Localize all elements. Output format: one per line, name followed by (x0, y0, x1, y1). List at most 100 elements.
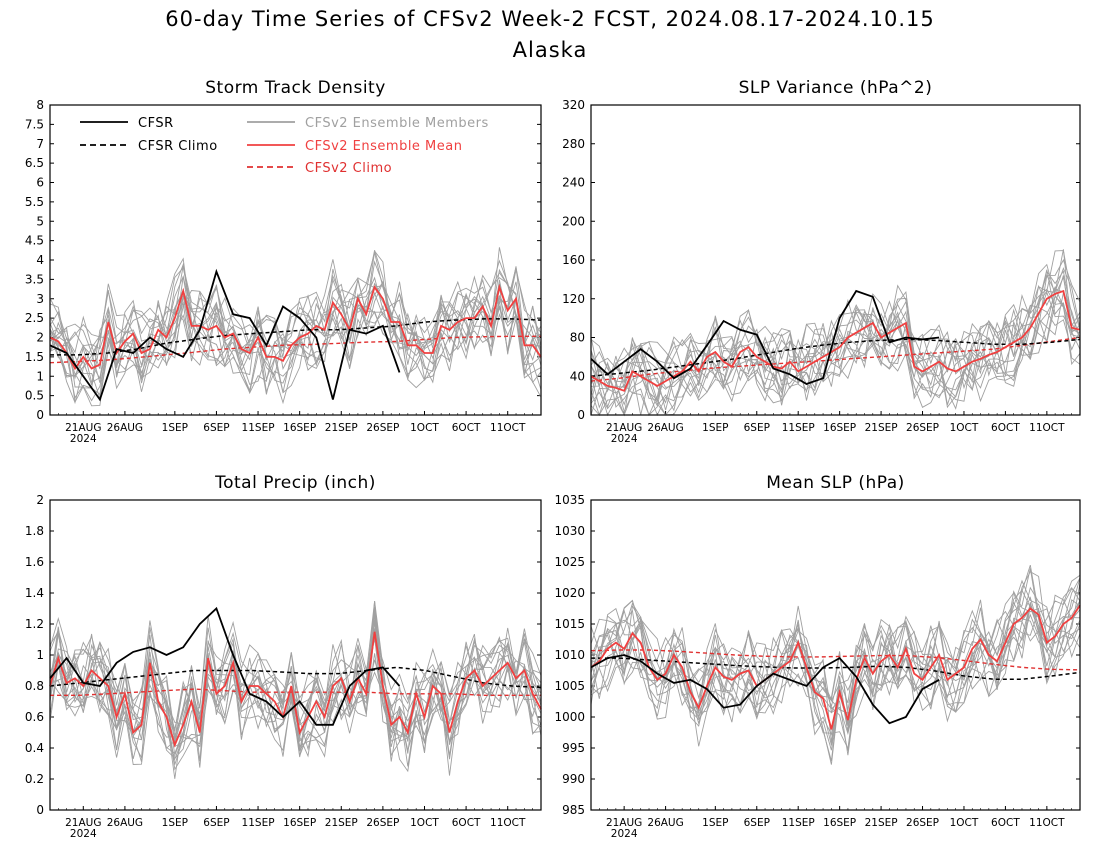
x-year-label: 2024 (70, 433, 97, 445)
y-tick-label: 1.8 (25, 524, 44, 538)
x-tick-label: 1SEP (702, 817, 728, 829)
x-tick-label: 6OCT (452, 817, 481, 829)
x-tick-label: 21SEP (325, 422, 358, 434)
chart-panel-4: Mean SLP (hPa) 985 990 995 1000 1005 1010 1015 1… (554, 473, 1081, 840)
x-tick-label: 16SEP (283, 817, 316, 829)
x-tick-label: 26SEP (906, 817, 939, 829)
y-tick-label: 990 (562, 772, 585, 786)
ensemble-member-line (49, 627, 542, 752)
y-tick-label: 0.4 (25, 741, 44, 755)
ensemble-member-line (49, 622, 542, 767)
y-tick-label: 7 (36, 137, 44, 151)
x-tick-label: 11OCT (1029, 422, 1065, 434)
ensemble-member-line (49, 268, 542, 396)
x-tick-label: 11OCT (1029, 817, 1065, 829)
y-tick-label: 80 (570, 331, 585, 345)
y-tick-label: 0.8 (25, 679, 44, 693)
ensemble-member-line (49, 636, 542, 743)
x-tick-label: 6SEP (203, 817, 229, 829)
cfsr-line (590, 654, 940, 725)
x-tick-label: 21SEP (325, 817, 358, 829)
ensemble-member-line (590, 590, 1081, 714)
y-tick-label: 40 (570, 369, 585, 383)
y-tick-label: 0 (36, 803, 44, 817)
y-tick-label: 1 (36, 369, 44, 383)
x-tick-label: 26AUG (647, 817, 683, 829)
x-tick-label: 21SEP (865, 817, 898, 829)
y-tick-label: 2.5 (25, 311, 44, 325)
y-tick-label: 8 (36, 98, 44, 112)
y-tick-label: 0 (36, 408, 44, 422)
cfsr-climo-line (591, 657, 1081, 680)
cfsr-line (590, 289, 940, 385)
ensemble-member-line (590, 270, 1081, 417)
x-tick-label: 6SEP (203, 422, 229, 434)
x-tick-label: 16SEP (823, 422, 856, 434)
x-tick-label: 16SEP (823, 817, 856, 829)
y-tick-label: 1.2 (25, 617, 44, 631)
y-tick-label: 1010 (554, 648, 585, 662)
ensemble-member-line (590, 263, 1081, 417)
ensemble-member-line (49, 250, 542, 390)
y-tick-label: 6.5 (25, 156, 44, 170)
x-tick-label: 6OCT (991, 817, 1020, 829)
ensemble-member-line (49, 277, 542, 383)
x-tick-label: 21SEP (865, 422, 898, 434)
chart-title: Total Precip (inch) (214, 473, 376, 493)
x-tick-label: 11SEP (782, 817, 815, 829)
region-subtitle: Alaska (512, 38, 588, 62)
y-tick-label: 320 (562, 98, 585, 112)
y-tick-label: 0.5 (25, 389, 44, 403)
plot-frame (49, 104, 542, 416)
ensemble-mean-line (49, 631, 542, 748)
y-tick-label: 1000 (554, 710, 585, 724)
x-tick-label: 26SEP (366, 422, 399, 434)
ensemble-member-line (49, 619, 542, 779)
x-tick-label: 1OCT (950, 422, 979, 434)
y-tick-label: 985 (562, 803, 585, 817)
x-tick-label: 26SEP (906, 422, 939, 434)
y-tick-label: 0.6 (25, 710, 44, 724)
x-tick-label: 11SEP (242, 422, 275, 434)
x-tick-label: 11SEP (242, 817, 275, 829)
cfsr-line (49, 606, 401, 726)
y-tick-label: 280 (562, 137, 585, 151)
ensemble-member-line (49, 271, 542, 398)
ensemble-member-line (590, 250, 1081, 409)
y-tick-label: 1015 (554, 617, 585, 631)
cfsr-line (49, 268, 401, 402)
plot-frame (590, 499, 1081, 811)
x-tick-label: 6OCT (991, 422, 1020, 434)
chart-title: Storm Track Density (205, 78, 386, 98)
y-tick-label: 1.4 (25, 586, 44, 600)
x-tick-label: 26SEP (366, 817, 399, 829)
y-tick-label: 1.5 (25, 350, 44, 364)
ensemble-member-line (49, 266, 542, 393)
chart-title: Mean SLP (hPa) (766, 473, 905, 493)
y-tick-label: 7.5 (25, 117, 44, 131)
x-tick-label: 21AUG (65, 422, 101, 434)
y-tick-label: 1035 (554, 493, 585, 507)
cfsr-climo-line (50, 318, 542, 356)
x-year-label: 2024 (611, 828, 638, 840)
x-tick-label: 21AUG (65, 817, 101, 829)
y-tick-label: 0.2 (25, 772, 44, 786)
y-tick-label: 1.6 (25, 555, 44, 569)
x-tick-label: 11OCT (490, 422, 526, 434)
ensemble-member-line (590, 574, 1081, 746)
x-tick-label: 1SEP (702, 422, 728, 434)
x-tick-label: 6OCT (452, 422, 481, 434)
x-tick-label: 26AUG (107, 817, 143, 829)
legend-label-members: CFSv2 Ensemble Members (305, 116, 489, 131)
cfsv2-climo-line (590, 649, 1081, 671)
x-tick-label: 26AUG (647, 422, 683, 434)
y-tick-label: 3.5 (25, 272, 44, 286)
x-tick-label: 6SEP (744, 817, 770, 829)
cfsv2-climo-line (590, 336, 1081, 382)
x-tick-label: 11SEP (782, 422, 815, 434)
cfsv2-climo-line (50, 688, 541, 696)
x-tick-label: 1OCT (410, 422, 439, 434)
ensemble-mean-line (49, 283, 542, 371)
x-year-label: 2024 (611, 433, 638, 445)
